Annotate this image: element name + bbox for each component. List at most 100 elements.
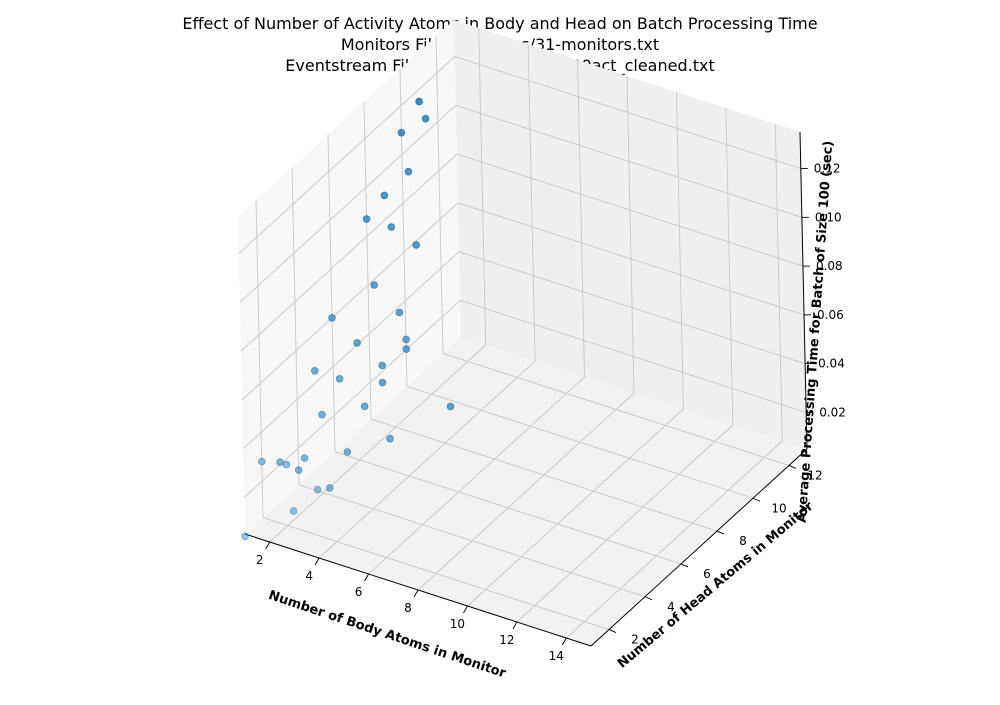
z-grid-line-left [238,56,456,254]
y-tick-mark [644,596,653,601]
data-point [378,361,387,370]
x-tick-label: 2 [256,553,264,567]
data-point [386,434,394,443]
y-tick-mark [680,563,689,568]
data-point [328,313,336,322]
grid-lines [238,27,807,639]
z-tick-label: 0.12 [814,162,841,176]
data-point [395,308,404,317]
data-point [362,215,371,223]
data-point [360,402,369,411]
x-grid-line-wall [626,75,635,394]
z-grid-line-back [460,299,807,413]
y-axis-line [590,448,808,647]
x-grid-line-wall [675,91,684,410]
z-tick-label: 0.06 [817,308,844,322]
data-point [282,460,291,469]
x-tick-label: 14 [549,649,564,663]
left-wall-pane [238,20,461,534]
data-point [412,241,421,249]
y-tick-label: 2 [631,633,639,647]
y-grid-line-floor [334,451,682,565]
x-tick-mark [314,557,320,566]
tick-marks: 2 4 6 8 10 12 14 2 4 6 8 10 12 0.02 0.04 0.06 0.08 0.10 0.… [256,162,846,663]
x-tick-label: 4 [305,569,313,583]
x-tick-mark [413,589,419,598]
x-tick-mark [561,637,567,646]
x-tick-label: 12 [499,633,514,647]
y-tick-label: 8 [739,534,747,548]
y-tick-mark [752,497,761,502]
z-grid-line-left [242,251,460,449]
x-grid-line-wall [478,27,487,346]
x-grid-line-floor [368,376,585,575]
data-point [397,128,406,137]
y-grid-line-floor [298,484,646,598]
z-axis-line [799,131,808,450]
data-point [241,532,249,541]
x-grid-line-wall [725,107,734,426]
x-tick-mark [364,573,369,582]
x-tick-label: 10 [450,617,465,631]
data-point [257,457,266,466]
y-grid-line-floor [442,352,790,466]
z-grid-line-back [458,251,806,365]
data-point [446,402,455,411]
data-point [370,281,379,289]
z-tick-label: 0.10 [815,210,842,224]
data-point [318,410,326,419]
x-tick-label: 8 [404,601,412,615]
data-points [241,97,455,541]
data-point [402,335,410,344]
z-grid-line-back [456,153,804,267]
data-point [335,374,344,383]
z-grid-line-left [241,202,459,401]
data-point [310,366,319,375]
x-grid-line-wall [577,59,586,378]
y-tick-mark [608,629,617,633]
axis-panes [238,20,807,646]
data-point [421,114,430,123]
y-tick-label: 4 [667,600,675,614]
data-point [313,485,322,494]
y-tick-label: 12 [807,468,822,482]
chart-title: Effect of Number of Activity Atoms in Bo… [182,14,817,76]
y-grid-line-wall [327,134,336,452]
z-grid-line-back [454,56,801,170]
z-tick-label: 0.04 [818,357,845,371]
y-tick-mark [788,465,797,469]
y-grid-line-wall [291,167,300,485]
x-grid-line-wall [774,123,783,442]
data-point [387,223,396,231]
data-point [378,378,387,387]
x-grid-line-floor [565,440,783,639]
data-point [276,458,284,467]
x-grid-line-floor [467,408,684,607]
data-point [289,507,298,515]
z-grid-line-left [239,105,457,303]
data-point [415,97,423,106]
x-grid-line-floor [318,360,536,559]
data-point [380,191,389,200]
z-grid-line-back [457,202,805,316]
y-grid-line-floor [262,517,610,631]
z-grid-line-left [240,153,458,352]
x-grid-line-floor [269,344,487,543]
y-tick-label: 6 [703,567,711,581]
z-tick-label: 0.02 [819,405,846,419]
y-grid-line-wall [399,69,408,387]
data-point [343,448,352,456]
x-tick-mark [463,605,468,614]
y-grid-line-wall [363,102,372,420]
y-grid-line-wall [435,36,444,354]
data-point [294,466,303,474]
y-grid-line-floor [406,385,754,499]
data-point [300,454,309,462]
y-grid-line-floor [370,418,718,532]
y-tick-label: 10 [771,501,786,515]
x-tick-mark [265,541,271,550]
x-tick-label: 6 [355,585,363,599]
x-tick-mark [512,621,518,630]
